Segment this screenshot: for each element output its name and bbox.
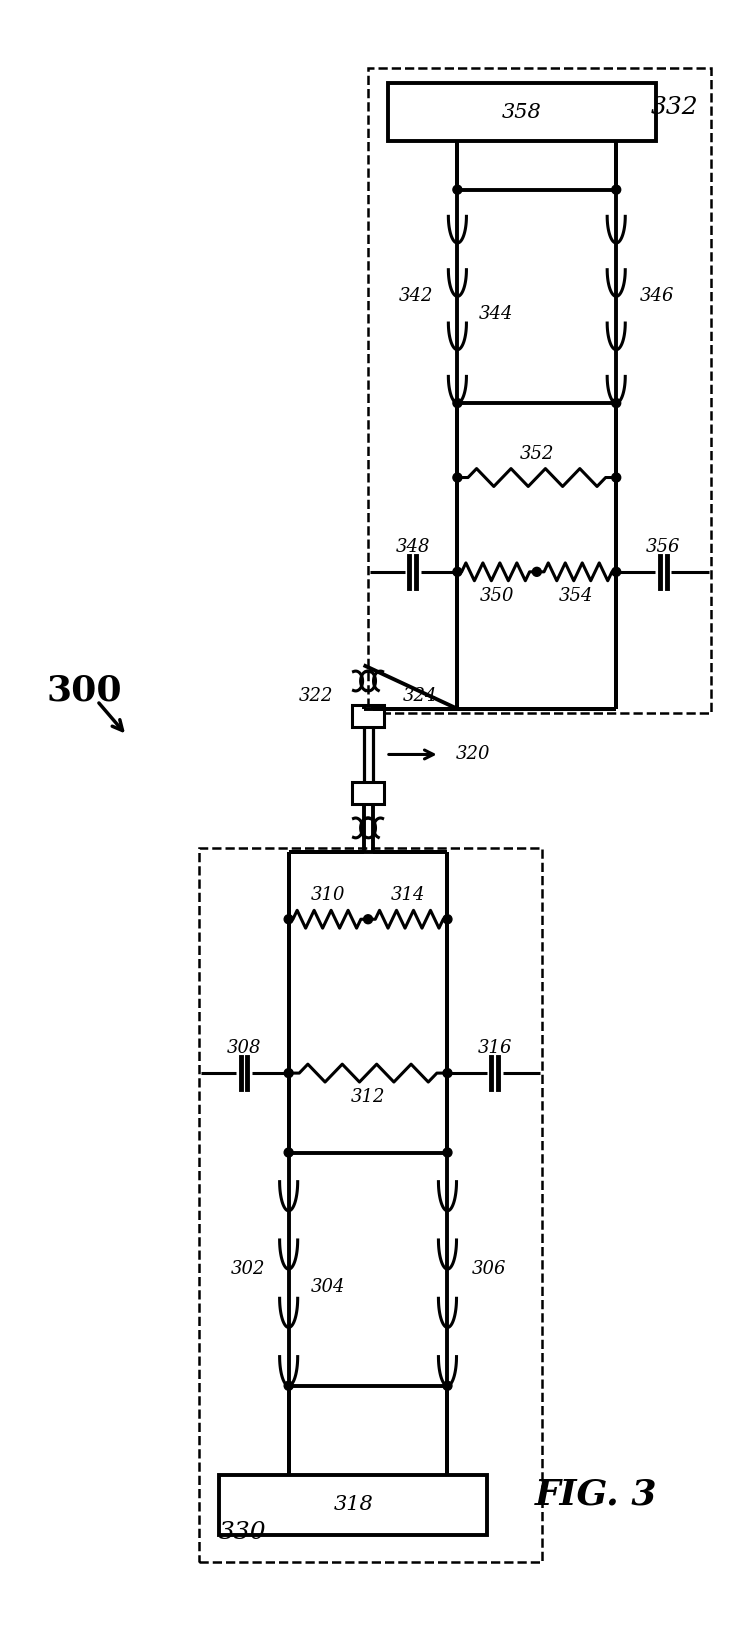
Text: 330: 330 — [219, 1521, 267, 1544]
Bar — [219, 1476, 487, 1534]
Text: 308: 308 — [227, 1039, 261, 1057]
Text: 306: 306 — [471, 1260, 506, 1278]
Text: 300: 300 — [47, 673, 122, 708]
Bar — [388, 83, 656, 141]
Text: 348: 348 — [395, 538, 430, 556]
Text: 324: 324 — [403, 686, 437, 704]
Circle shape — [453, 185, 462, 194]
Circle shape — [284, 1069, 293, 1077]
Text: 350: 350 — [480, 587, 514, 605]
Text: 344: 344 — [479, 306, 514, 324]
Circle shape — [611, 474, 620, 482]
Circle shape — [443, 1381, 452, 1391]
Text: 304: 304 — [310, 1278, 345, 1296]
Circle shape — [532, 567, 541, 577]
Bar — [352, 783, 384, 804]
Text: 332: 332 — [651, 96, 699, 119]
Circle shape — [453, 567, 462, 577]
Text: 342: 342 — [399, 288, 434, 306]
Text: 314: 314 — [391, 886, 425, 904]
Text: 320: 320 — [456, 745, 490, 763]
Circle shape — [443, 915, 452, 923]
Circle shape — [284, 915, 293, 923]
Text: 318: 318 — [334, 1495, 373, 1515]
Text: 352: 352 — [520, 444, 554, 462]
Circle shape — [611, 399, 620, 407]
Text: 316: 316 — [477, 1039, 512, 1057]
Bar — [200, 848, 541, 1562]
Circle shape — [284, 1381, 293, 1391]
Circle shape — [284, 1149, 293, 1157]
Circle shape — [443, 1069, 452, 1077]
Circle shape — [453, 399, 462, 407]
Text: 322: 322 — [299, 686, 334, 704]
Text: 356: 356 — [646, 538, 681, 556]
Text: FIG. 3: FIG. 3 — [535, 1479, 657, 1511]
Text: 302: 302 — [230, 1260, 265, 1278]
Circle shape — [611, 567, 620, 577]
Circle shape — [443, 1149, 452, 1157]
Text: 358: 358 — [502, 103, 542, 123]
Text: 312: 312 — [351, 1088, 386, 1106]
Circle shape — [364, 915, 373, 923]
Circle shape — [611, 185, 620, 194]
Bar — [368, 67, 711, 712]
Circle shape — [453, 474, 462, 482]
Bar — [352, 704, 384, 727]
Text: 310: 310 — [311, 886, 346, 904]
Text: 346: 346 — [640, 288, 675, 306]
Text: 354: 354 — [559, 587, 594, 605]
